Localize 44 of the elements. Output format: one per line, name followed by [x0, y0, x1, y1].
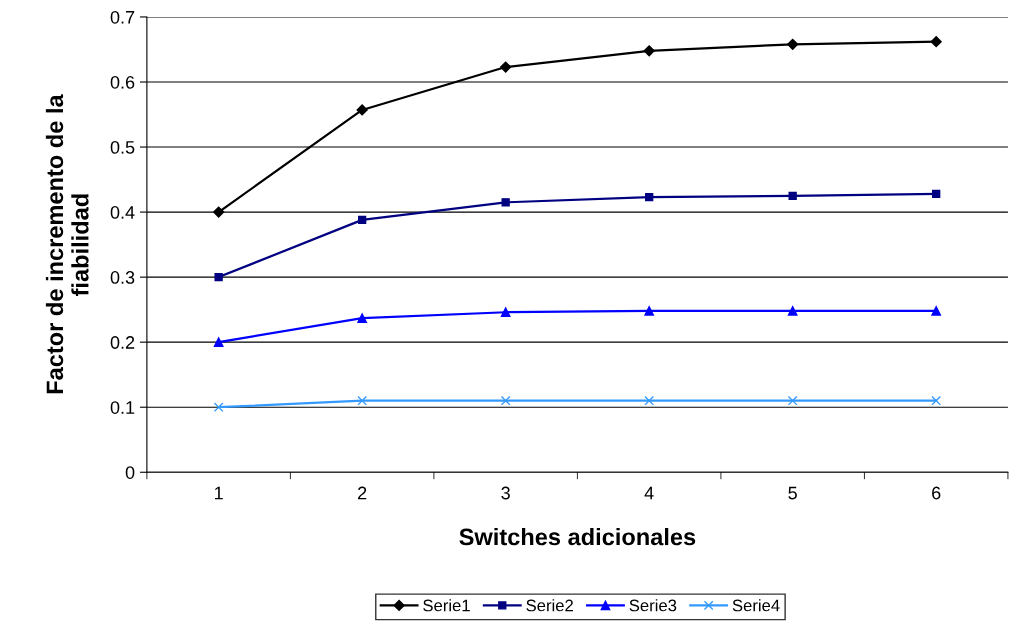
point [213, 206, 225, 218]
y-tick-label: 0.7 [110, 10, 135, 24]
y-tick-label: 0.2 [110, 336, 135, 349]
y-tick-label: 0.4 [110, 206, 135, 219]
x-tick-label: 5 [788, 486, 797, 500]
x-tick-label: 2 [358, 486, 367, 500]
point [788, 191, 797, 200]
point [500, 395, 511, 406]
point [643, 45, 655, 57]
point [500, 61, 512, 73]
point [213, 337, 224, 348]
legend-label: Serie2 [526, 599, 573, 612]
y-tick-label: 0.5 [110, 140, 135, 154]
point [644, 395, 655, 406]
legend-label: Serie4 [732, 599, 780, 612]
x-tick-label: 4 [644, 486, 654, 500]
point [356, 104, 368, 116]
x-tick-label: 1 [215, 486, 223, 500]
point [501, 198, 510, 207]
x-tick-label: 3 [501, 486, 510, 500]
point [787, 395, 798, 406]
point [357, 395, 368, 406]
point [500, 307, 511, 318]
y-tick-label: 0 [125, 466, 135, 479]
point [357, 215, 367, 225]
point [644, 192, 654, 202]
point [644, 306, 655, 316]
point [932, 189, 941, 199]
x-axis-title: Switches adicionales [459, 527, 696, 546]
point [214, 272, 223, 282]
point [213, 402, 224, 413]
point [357, 313, 368, 323]
x-tick-label: 6 [932, 486, 941, 500]
y-axis-title: Factor de incremento de la fiabilidad [45, 94, 89, 394]
point [931, 395, 942, 406]
legend-label: Serie3 [629, 599, 677, 612]
point [931, 306, 942, 316]
y-tick-label: 0.3 [110, 271, 135, 284]
point [787, 38, 799, 50]
legend-label: Serie1 [423, 599, 470, 612]
y-tick-label: 0.1 [110, 401, 135, 414]
y-tick-label: 0.6 [110, 75, 135, 89]
point [787, 306, 798, 316]
point [930, 36, 942, 48]
